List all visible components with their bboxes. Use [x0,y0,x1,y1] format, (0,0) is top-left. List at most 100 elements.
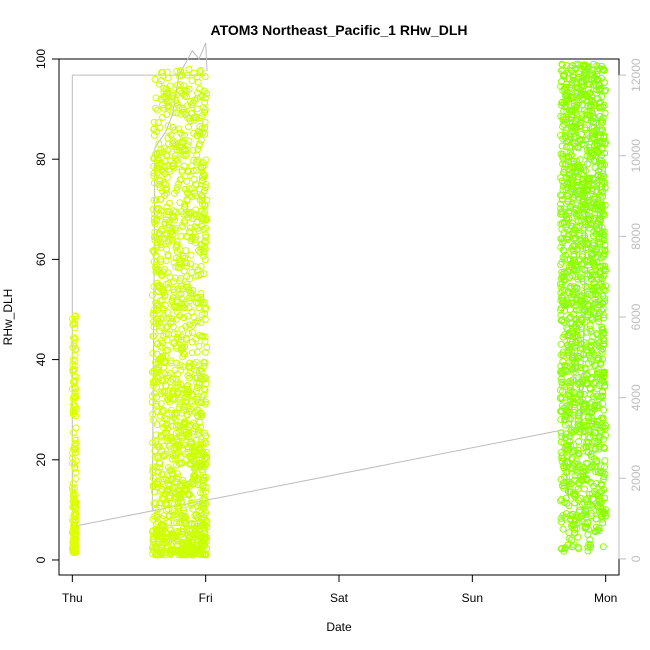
data-point [183,177,191,185]
data-point [152,94,160,102]
data-point [157,521,165,529]
data-point [189,551,196,559]
data-point [191,473,199,480]
data-point [588,408,596,415]
data-point [568,176,576,184]
data-point [557,362,565,370]
data-point [601,457,609,465]
data-point [68,385,76,393]
data-point [150,179,158,187]
data-point [182,283,190,291]
data-point [185,433,193,441]
data-point [165,128,173,136]
data-point [560,179,568,187]
data-point [202,488,209,496]
data-point [598,497,606,505]
data-point [557,304,565,312]
data-point [560,473,568,481]
data-point [202,215,210,222]
data-point [167,359,175,367]
data-point [595,235,603,243]
data-point [591,157,598,165]
data-point [584,460,592,467]
data-point [70,366,78,374]
data-point [159,528,167,536]
data-point [71,324,79,332]
data-point [202,375,210,383]
data-point [586,108,594,116]
data-point [574,245,582,253]
data-point [181,152,189,160]
data-point [160,521,168,529]
data-point [566,306,574,314]
data-point [578,260,586,268]
data-point [588,97,596,104]
data-point [588,131,596,139]
data-point [175,160,182,167]
y-axis-label: RHw_DLH [1,289,15,346]
data-point [161,452,169,460]
data-point [201,108,209,116]
data-point [562,494,570,502]
data-point [166,524,174,532]
data-point [176,517,184,525]
data-point [149,368,156,376]
data-point [559,333,567,341]
data-point [566,488,574,496]
data-point [585,215,593,223]
data-point [153,350,161,358]
data-point [572,491,580,499]
data-point [187,499,195,507]
data-point [163,323,171,330]
data-point [599,335,607,343]
data-point [183,411,191,419]
data-point [190,532,198,540]
data-point [596,230,604,238]
data-point [577,85,584,93]
data-point [597,159,605,167]
data-point [188,234,196,242]
data-point [179,252,187,260]
data-point [561,434,569,441]
data-point [173,519,181,527]
data-point [72,403,79,411]
data-point [161,192,169,199]
y2-tick-label: 10000 [629,139,643,173]
y2-tick-label: 4000 [629,384,643,411]
data-point [571,291,579,299]
data-point [585,408,593,416]
data-point [584,256,592,264]
data-point [557,407,564,415]
data-point [195,304,203,312]
data-point [181,145,189,153]
data-point [149,463,157,471]
data-point [569,73,577,81]
data-point [592,515,600,523]
data-point [180,419,188,427]
data-point [573,316,580,324]
data-point [152,437,160,445]
data-point [598,325,606,333]
data-point [150,416,157,424]
data-point [586,351,593,359]
data-point [579,164,587,171]
data-point [193,474,201,482]
data-point [181,304,189,312]
data-point [165,165,173,173]
y-tick-label: 80 [34,152,48,166]
data-point [558,142,566,150]
data-point [155,443,163,451]
data-point [153,216,161,224]
data-point [583,206,591,214]
data-point [150,233,158,241]
data-point [597,360,605,368]
data-point [149,205,157,213]
data-point [558,219,566,227]
data-point [196,419,203,426]
data-point [165,279,173,287]
data-point [168,296,176,304]
data-point [557,497,564,505]
data-point [599,192,607,200]
data-point [595,433,603,441]
data-point [562,469,570,476]
